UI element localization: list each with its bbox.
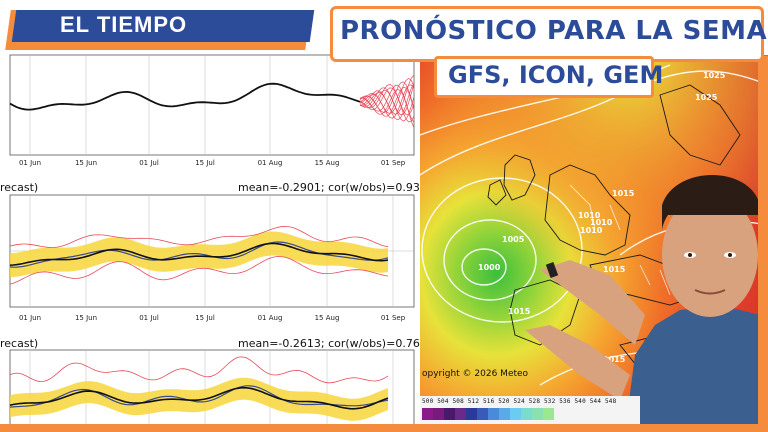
- isobar-label: 1010: [578, 211, 601, 220]
- panel-2-title: recast): [0, 181, 39, 194]
- ensemble-member-line: [359, 88, 415, 129]
- ensemble-member-line: [359, 83, 415, 116]
- panel-3-forecast-line: [9, 385, 389, 408]
- isobar-labels: 1025 1025 1015 1010 1010 1010 1005 1000 …: [478, 71, 726, 364]
- panel-2-observed-line: [9, 242, 389, 266]
- isobar-label: 1025: [703, 71, 726, 80]
- ensemble-member-line: [359, 89, 415, 122]
- x-tick-label: 01 Jul: [139, 159, 159, 167]
- isobar-label: 1010: [590, 218, 613, 227]
- subtitle-box: [434, 56, 654, 98]
- isobar-label: 1015: [603, 355, 626, 364]
- pressure-map-svg: 1025 1025 1015 1010 1010 1010 1005 1000 …: [420, 55, 768, 432]
- x-tick-label: 15 Aug: [315, 159, 340, 167]
- panel-1-observed-line: [9, 82, 361, 111]
- color-scale-labels: 500 504 508 512 516 520 524 528 532 536 …: [422, 398, 617, 405]
- panel-2-upper-line: [9, 225, 389, 248]
- x-tick-label: 01 Jun: [19, 314, 41, 322]
- presenter-image: [525, 175, 768, 432]
- ensemble-member-line: [359, 82, 415, 121]
- x-tick-label: 15 Jun: [75, 314, 97, 322]
- x-tick-label: 15 Aug: [315, 314, 340, 322]
- headline-title: PRONÓSTICO PARA LA SEMANA: [340, 16, 768, 46]
- x-tick-label: 01 Aug: [258, 314, 283, 322]
- panel-2-stats: mean=-0.2901; cor(w/obs)=0.9319: [238, 181, 434, 194]
- color-scale-swatches: [422, 408, 554, 420]
- ensemble-member-line: [359, 86, 415, 117]
- isobar-label: 1005: [502, 235, 525, 244]
- x-tick-label: 01 Jun: [19, 159, 41, 167]
- x-tick-label: 15 Jun: [75, 159, 97, 167]
- panel-1-gridlines: [29, 55, 394, 155]
- frame-edge-bottom: [0, 424, 768, 432]
- panel-1-ensemble-spread: [359, 74, 415, 129]
- panel-3-gridlines: [29, 350, 394, 432]
- isobar-label: 1000: [478, 263, 501, 272]
- pressure-map: 1025 1025 1015 1010 1010 1010 1005 1000 …: [420, 55, 768, 432]
- isobar-label: 1015: [612, 189, 635, 198]
- x-tick-label: 15 Jul: [195, 314, 215, 322]
- charts-svg: 01 Jun 15 Jun 01 Jul 15 Jul 01 Aug 15 Aug 01 S…: [9, 54, 415, 432]
- panel-3-observed-line: [9, 386, 389, 410]
- x-tick-label: 15 Jul: [195, 159, 215, 167]
- isobar-label: 1025: [695, 93, 718, 102]
- panel-3-stats: mean=-0.2613; cor(w/obs)=0.7639: [238, 337, 434, 350]
- x-tick-label: 01 Jul: [139, 314, 159, 322]
- panel-2-x-ticks: 01 Jun 15 Jun 01 Jul 15 Jul 01 Aug 15 Aug 01 S…: [19, 314, 406, 322]
- map-copyright: opyright © 2026 Meteo: [422, 369, 529, 379]
- x-tick-label: 01 Aug: [258, 159, 283, 167]
- panel-3-title: recast): [0, 337, 39, 350]
- panel-3-upper-line: [9, 356, 389, 384]
- frame-edge-right: [758, 56, 768, 432]
- headline-subtitle: GFS, ICON, GEM: [448, 61, 664, 89]
- headline-box: [330, 6, 764, 62]
- x-tick-label: 01 Sep: [381, 159, 406, 167]
- isobar-label: 1010: [580, 226, 603, 235]
- panel-1-x-ticks: 01 Jun 15 Jun 01 Jul 15 Jul 01 Aug 15 Aug 01 S…: [19, 159, 406, 167]
- ensemble-member-line: [359, 87, 415, 123]
- brand-label: EL TIEMPO: [60, 12, 188, 37]
- panel-2-lower-line: [9, 256, 389, 285]
- isobar-label: 1015: [603, 265, 626, 274]
- isobar-label: 1015: [508, 307, 531, 316]
- x-tick-label: 01 Sep: [381, 314, 406, 322]
- index-forecast-charts: 01 Jun 15 Jun 01 Jul 15 Jul 01 Aug 15 Aug 01 S…: [0, 54, 434, 432]
- ensemble-member-line: [359, 77, 415, 114]
